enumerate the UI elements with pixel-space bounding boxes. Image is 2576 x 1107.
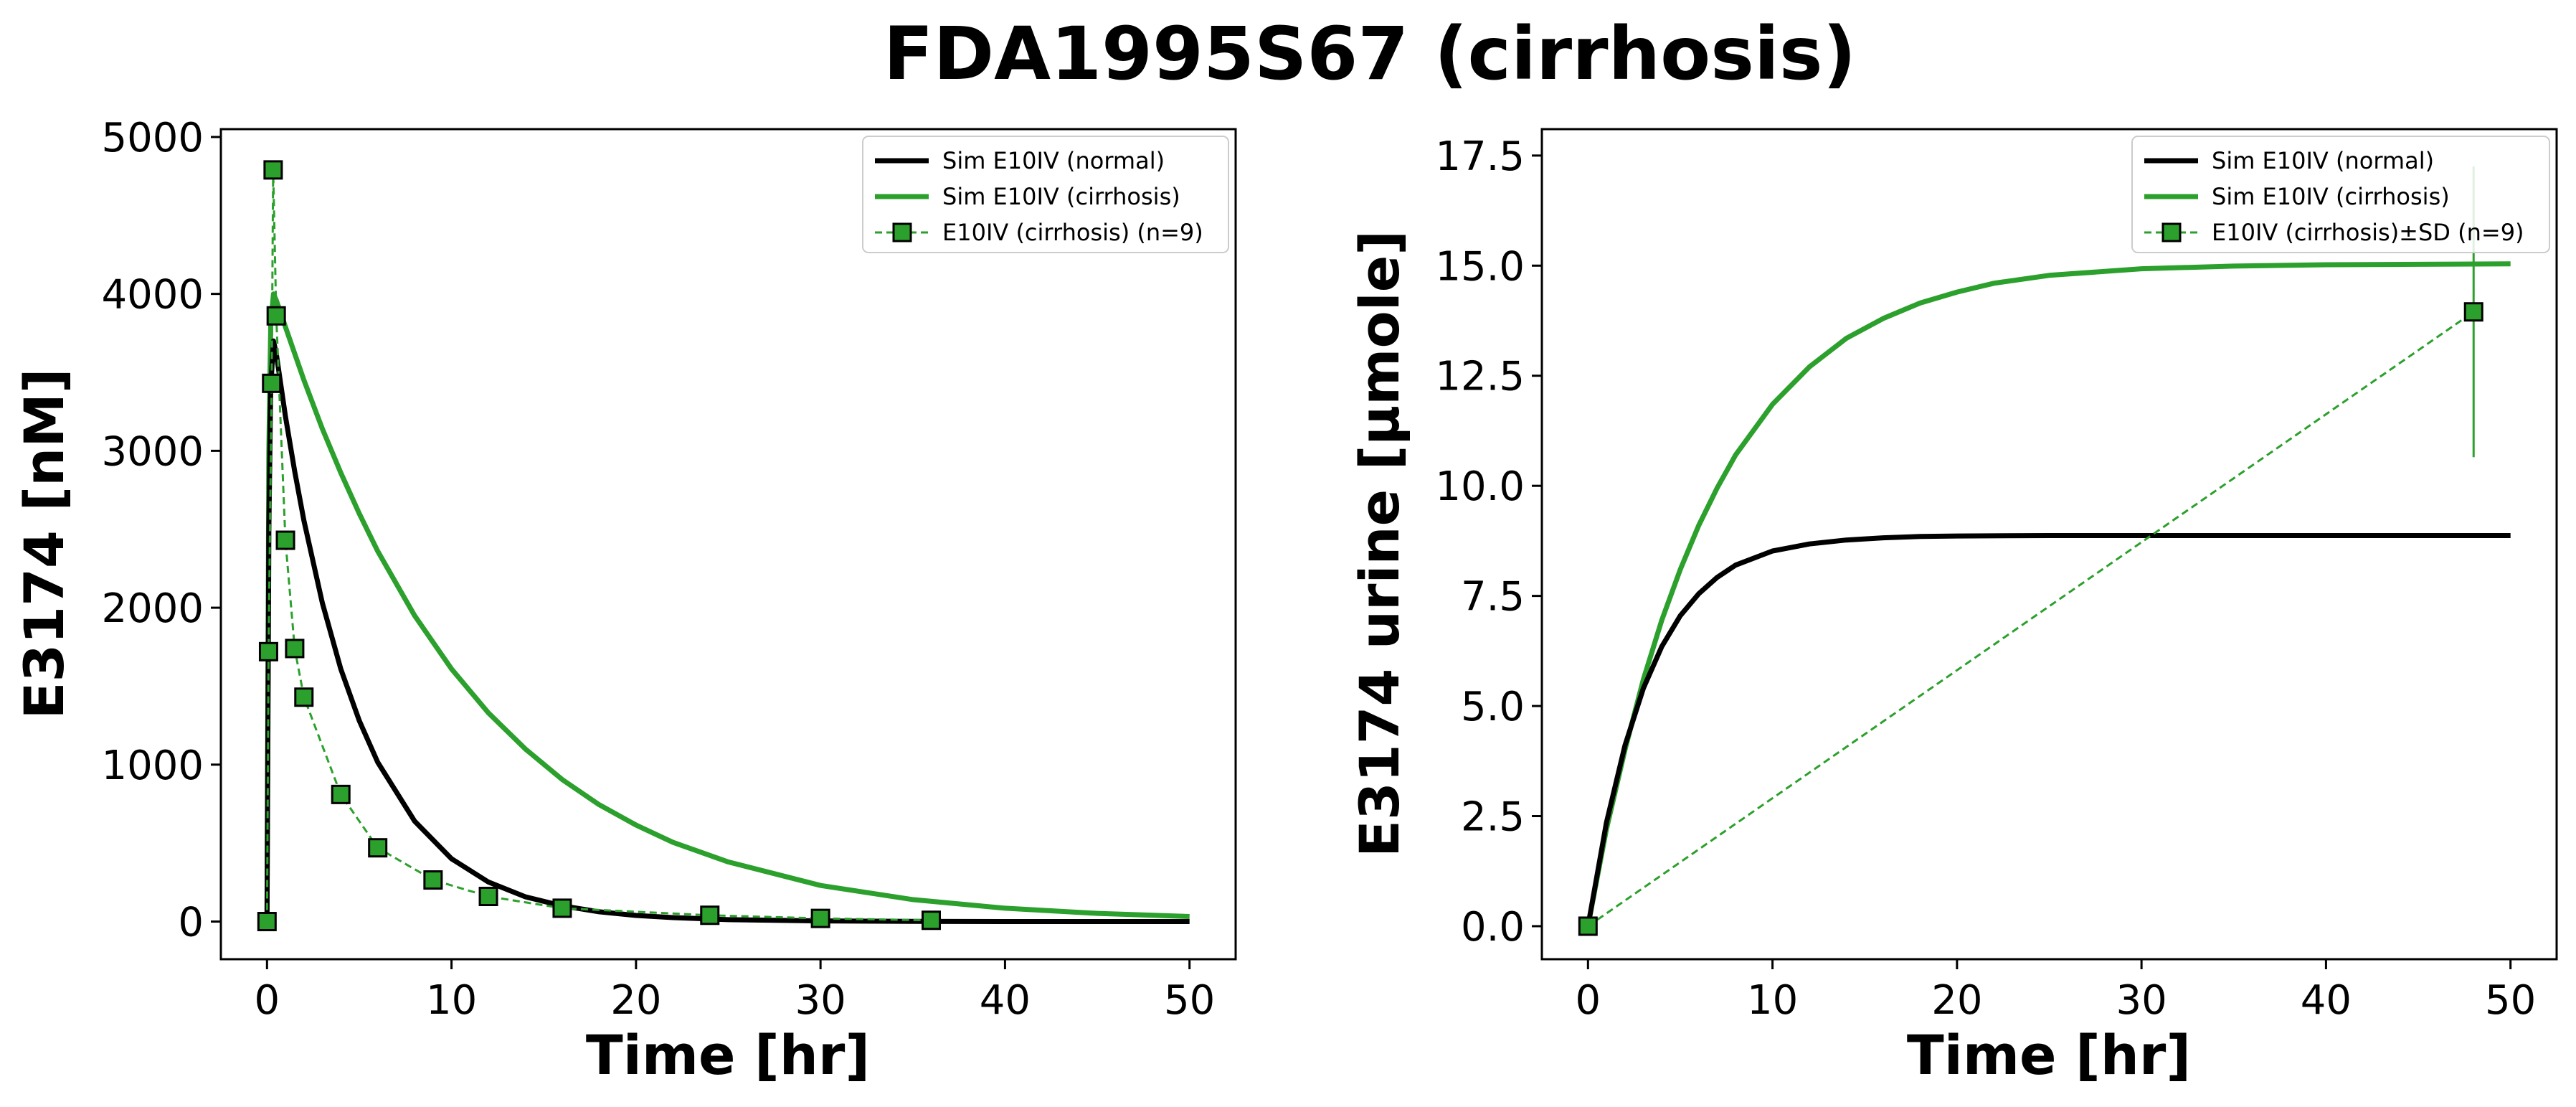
concentration-x-tick-label: 40	[980, 977, 1031, 1024]
concentration-x-tick-label: 50	[1164, 977, 1215, 1024]
concentration-observed-point	[922, 910, 941, 931]
concentration-y-tick-label: 5000	[101, 115, 204, 161]
urine-y-tick-label: 5.0	[1461, 684, 1525, 730]
concentration-sim-cirrhosis-line	[264, 291, 1190, 922]
urine-x-tick-label: 30	[2116, 977, 2167, 1024]
concentration-observed-point	[810, 908, 830, 928]
concentration-observed-point	[294, 687, 314, 707]
urine-observed-line	[1587, 311, 2475, 928]
legend-cirrhosis-label: Sim E10IV (cirrhosis)	[2212, 183, 2450, 210]
concentration-legend: Sim E10IV (normal) Sim E10IV (cirrhosis)…	[862, 136, 1229, 253]
urine-y-axis-title: E3174 urine [µmole]	[1348, 230, 1411, 857]
concentration-observed-point	[478, 887, 498, 907]
concentration-plot-frame	[219, 128, 1237, 961]
concentration-observed-point	[263, 160, 283, 180]
legend-observed-label: E10IV (cirrhosis)±SD (n=9)	[2212, 219, 2524, 246]
legend-observed-marker	[892, 222, 912, 242]
concentration-observed-point	[257, 912, 277, 932]
figure-title: FDA1995S67 (cirrhosis)	[884, 11, 1856, 97]
concentration-y-axis-title: E3174 [nM]	[12, 368, 76, 719]
concentration-x-tick-label: 10	[426, 977, 477, 1024]
urine-x-tick-label: 50	[2485, 977, 2536, 1024]
concentration-observed-point	[258, 641, 278, 661]
urine-x-tick-label: 40	[2301, 977, 2352, 1024]
concentration-sim-normal-line	[264, 338, 1190, 924]
urine-y-tick-label: 12.5	[1435, 354, 1525, 400]
concentration-observed-line	[265, 169, 932, 922]
concentration-x-tick-label: 30	[795, 977, 846, 1024]
concentration-observed-point	[368, 838, 388, 858]
legend-observed-marker	[2161, 222, 2182, 242]
urine-sim-cirrhosis-line	[1585, 261, 2511, 927]
concentration-y-tick-label: 0	[178, 900, 204, 946]
concentration-observed-point	[262, 373, 282, 393]
concentration-observed-point	[700, 905, 720, 925]
urine-x-tick-label: 20	[1931, 977, 1982, 1024]
urine-observed-point	[1578, 916, 1598, 936]
urine-y-tick-label: 10.0	[1435, 463, 1525, 510]
concentration-series	[257, 160, 1190, 932]
legend-cirrhosis-label: Sim E10IV (cirrhosis)	[942, 183, 1180, 210]
concentration-y-tick-label: 4000	[101, 272, 204, 319]
concentration-observed-point	[552, 898, 572, 918]
concentration-x-axis-title: Time [hr]	[586, 1023, 870, 1087]
urine-x-tick-label: 10	[1747, 977, 1798, 1024]
concentration-observed-point	[266, 306, 286, 326]
urine-y-tick-label: 7.5	[1461, 574, 1525, 621]
urine-x-axis-title: Time [hr]	[1907, 1023, 2191, 1087]
concentration-observed-point	[331, 784, 351, 804]
concentration-plot: 0 10 20 30 40 50 0 1000 2000 3000 4000 5000 Time [h…	[12, 115, 1237, 1087]
concentration-observed-point	[285, 639, 305, 659]
concentration-x-tick-label: 0	[254, 977, 280, 1024]
legend-normal-label: Sim E10IV (normal)	[942, 147, 1165, 174]
legend-normal-label: Sim E10IV (normal)	[2212, 147, 2434, 174]
concentration-observed-point	[275, 530, 295, 550]
urine-x-tick-label: 0	[1575, 977, 1601, 1024]
concentration-observed-point	[423, 870, 443, 890]
concentration-y-tick-label: 2000	[101, 585, 204, 632]
concentration-legend-box	[862, 136, 1229, 253]
urine-y-tick-label: 0.0	[1461, 904, 1525, 951]
urine-legend-box	[2131, 136, 2550, 253]
urine-plot: 0 10 20 30 40 500.02.55.07.510.012.515.017.5 …	[1348, 128, 2558, 1087]
urine-y-tick-label: 2.5	[1461, 794, 1525, 841]
concentration-y-tick-label: 1000	[101, 743, 204, 789]
concentration-y-tick-label: 3000	[101, 428, 204, 475]
urine-y-tick-label: 17.5	[1435, 133, 1525, 180]
urine-sim-normal-line	[1585, 533, 2511, 927]
concentration-axes: 0 10 20 30 40 50 0 1000 2000 3000 4000 5000	[101, 115, 1215, 1024]
legend-observed-label: E10IV (cirrhosis) (n=9)	[942, 219, 1203, 246]
urine-plot-frame	[1540, 128, 2558, 961]
urine-axes: 0 10 20 30 40 50 0.0 2.5 5.0 7.5 10.0 12.5 15.0 17.5	[1435, 133, 2536, 1024]
urine-legend: Sim E10IV (normal) Sim E10IV (cirrhosis)…	[2131, 136, 2550, 253]
urine-y-tick-label: 15.0	[1435, 243, 1525, 290]
urine-series	[1578, 166, 2511, 936]
concentration-x-tick-label: 20	[610, 977, 661, 1024]
urine-observed-point	[2463, 302, 2483, 322]
